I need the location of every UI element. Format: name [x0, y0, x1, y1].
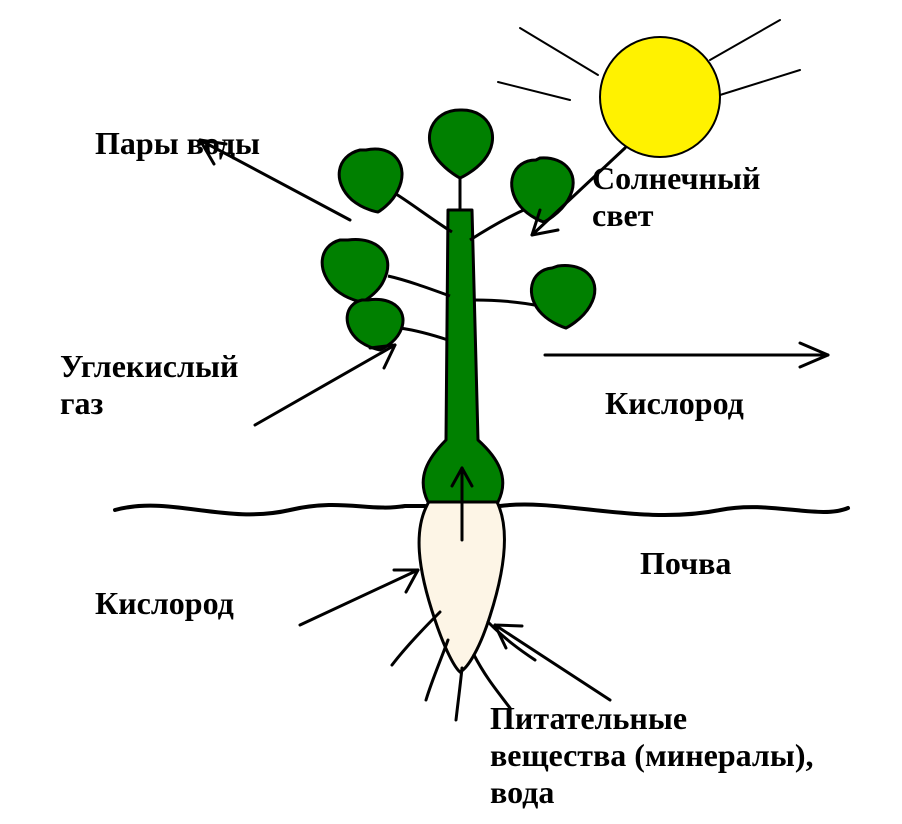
label-soil: Почва: [640, 545, 731, 582]
arrow-nutrients-in: [495, 625, 610, 700]
plant-stem: [423, 210, 503, 502]
label-co2: Углекислый газ: [60, 348, 238, 422]
diagram-canvas: Пары воды Солнечный свет Углекислый газ …: [0, 0, 902, 824]
arrow-co2-in: [255, 345, 395, 425]
label-oxygen-out: Кислород: [605, 385, 744, 422]
label-water-vapor: Пары воды: [95, 125, 260, 162]
label-sunlight: Солнечный свет: [592, 160, 760, 234]
arrow-oxygen-out: [545, 343, 828, 367]
label-oxygen-in: Кислород: [95, 585, 234, 622]
sun-icon: [498, 20, 800, 157]
label-nutrients: Питательные вещества (минералы), вода: [490, 700, 814, 810]
arrow-oxygen-in: [300, 570, 418, 625]
plant-icon: [322, 110, 595, 720]
